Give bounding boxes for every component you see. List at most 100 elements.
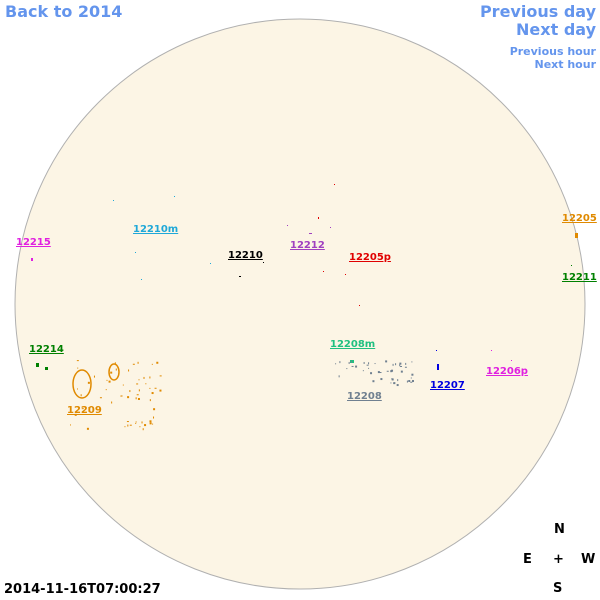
sunspot xyxy=(129,424,132,426)
sunspot xyxy=(138,389,140,392)
sunspot xyxy=(411,373,414,376)
sunspot xyxy=(437,364,439,370)
sunspot xyxy=(366,364,369,366)
region-label[interactable]: 12211 xyxy=(562,272,597,283)
sunspot xyxy=(132,363,135,365)
sunspot xyxy=(374,363,376,365)
sunspot xyxy=(141,421,143,424)
sunspot xyxy=(149,387,151,389)
sunspot xyxy=(392,363,394,366)
region-label[interactable]: 12210m xyxy=(133,224,179,235)
sunspot xyxy=(128,369,130,372)
spot-outline xyxy=(72,369,92,399)
sunspot xyxy=(339,361,341,364)
sunspot xyxy=(287,225,288,226)
previous-day-link[interactable]: Previous day xyxy=(479,2,596,21)
sunspot xyxy=(70,424,72,426)
sunspot xyxy=(145,383,147,385)
back-link[interactable]: Back to 2014 xyxy=(5,2,123,21)
sunspot xyxy=(149,376,151,379)
region-label[interactable]: 12205p xyxy=(349,252,391,263)
sunspot xyxy=(395,363,397,366)
sunspot xyxy=(391,378,394,381)
sunspot xyxy=(411,361,413,363)
sunspot xyxy=(491,350,492,351)
sunspot xyxy=(139,426,141,428)
sunspot xyxy=(391,369,394,372)
sunspot xyxy=(263,262,264,263)
sunspot xyxy=(368,362,370,365)
sunspot xyxy=(377,371,380,374)
region-label[interactable]: 12206p xyxy=(486,366,528,377)
sunspot xyxy=(391,378,394,380)
sunspot xyxy=(334,184,335,185)
sunspot xyxy=(135,421,137,423)
sunspot xyxy=(390,382,392,384)
sunspot xyxy=(136,383,139,385)
sunspot xyxy=(120,395,123,397)
sunspot xyxy=(127,396,130,399)
sunspot xyxy=(45,367,48,370)
sunspot xyxy=(372,380,375,383)
sunspot xyxy=(88,410,90,412)
sunspot xyxy=(379,372,382,374)
sunspot xyxy=(397,379,399,382)
sunspot xyxy=(575,233,578,238)
sunspot xyxy=(400,365,403,367)
sunspot xyxy=(405,362,407,365)
sunspot xyxy=(404,366,407,368)
sunspot xyxy=(362,370,364,372)
compass-north: N xyxy=(554,522,565,537)
previous-hour-link[interactable]: Previous hour xyxy=(509,45,596,58)
next-hour-link[interactable]: Next hour xyxy=(534,58,597,71)
sunspot xyxy=(411,380,414,383)
sunspot xyxy=(348,361,350,364)
sunspot xyxy=(80,394,82,397)
sunspot xyxy=(137,397,140,400)
region-label[interactable]: 12207 xyxy=(430,380,465,391)
sunspot xyxy=(76,360,79,362)
sunspot xyxy=(151,363,153,365)
sunspot xyxy=(149,420,152,423)
sunspot xyxy=(149,399,151,402)
region-label[interactable]: 12212 xyxy=(290,240,325,251)
sunspot xyxy=(156,361,159,364)
sunspot xyxy=(113,200,114,201)
sunspot xyxy=(410,377,412,379)
sunspot xyxy=(396,384,399,387)
sunspot xyxy=(159,375,162,377)
region-label[interactable]: 12205 xyxy=(562,213,597,224)
solar-disk xyxy=(14,18,586,590)
sunspot xyxy=(399,362,402,365)
sunspot xyxy=(400,370,403,373)
sunspot xyxy=(144,424,147,427)
sunspot xyxy=(152,423,154,425)
sunspot xyxy=(346,368,348,370)
sunspot xyxy=(174,196,175,197)
region-label[interactable]: 12208 xyxy=(347,391,382,402)
sunspot xyxy=(124,426,126,428)
region-label[interactable]: 12209 xyxy=(67,405,102,416)
sunspot xyxy=(36,363,39,367)
sunspot xyxy=(115,368,117,371)
sunspot xyxy=(386,370,389,372)
sunspot xyxy=(355,365,358,368)
sunspot xyxy=(99,397,102,399)
region-label[interactable]: 12215 xyxy=(16,237,51,248)
sunspot xyxy=(351,365,354,367)
sunspot xyxy=(350,360,354,363)
compass-west: W xyxy=(581,552,596,567)
sunspot xyxy=(159,389,162,392)
sunspot xyxy=(93,375,95,378)
sunspot xyxy=(323,271,324,272)
sunspot xyxy=(141,279,142,280)
sunspot xyxy=(380,378,383,381)
sunspot xyxy=(406,380,408,383)
region-label[interactable]: 12208m xyxy=(330,339,376,350)
next-day-link[interactable]: Next day xyxy=(516,20,596,39)
sunspot xyxy=(393,382,396,384)
region-label[interactable]: 12210 xyxy=(228,250,263,261)
region-label[interactable]: 12214 xyxy=(29,344,64,355)
